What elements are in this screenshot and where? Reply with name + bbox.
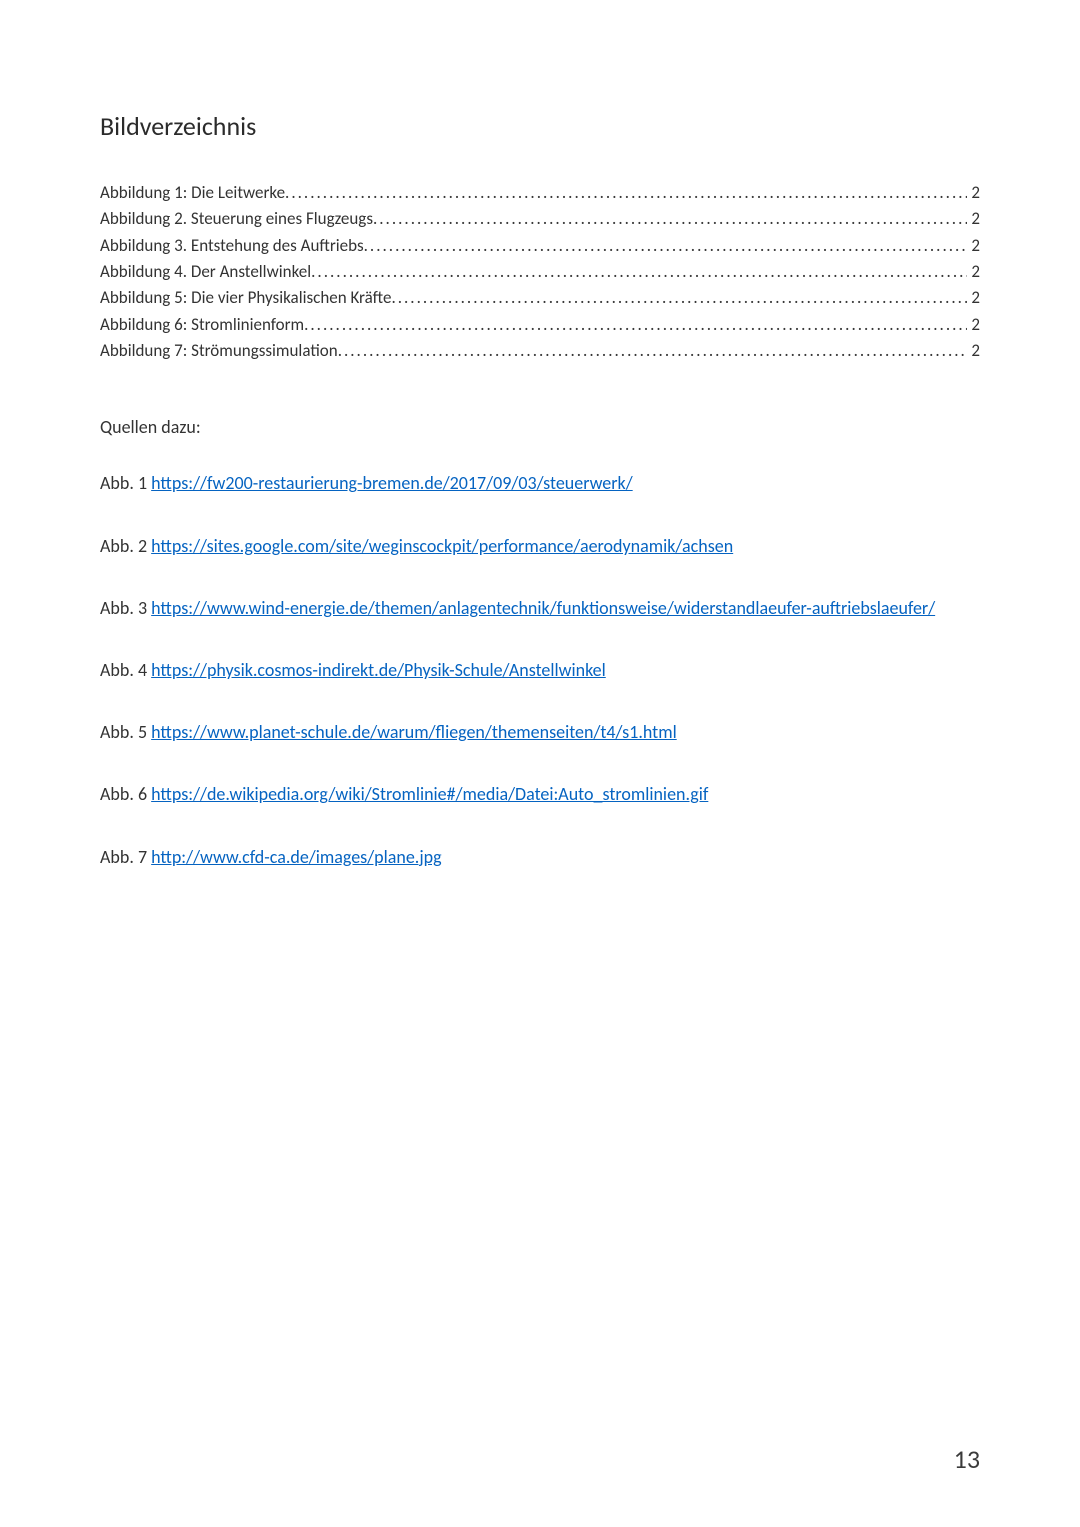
toc-label: Abbildung 1: Die Leitwerke [100,180,285,206]
toc-row: Abbildung 4. Der Anstellwinkel 2 [100,259,980,285]
source-item: Abb. 1 https://fw200-restaurierung-breme… [100,466,980,500]
toc-row: Abbildung 5: Die vier Physikalischen Krä… [100,285,980,311]
toc-leader [285,180,967,206]
toc-label: Abbildung 7: Strömungssimulation [100,338,338,364]
toc-leader [391,285,967,311]
toc-row: Abbildung 1: Die Leitwerke 2 [100,180,980,206]
source-prefix: Abb. 5 [100,721,151,743]
toc-leader [304,312,967,338]
toc-row: Abbildung 3. Entstehung des Auftriebs 2 [100,233,980,259]
toc-page: 2 [967,259,980,285]
toc-page: 2 [967,233,980,259]
sources-heading: Quellen dazu: [100,416,980,438]
toc-row: Abbildung 2. Steuerung eines Flugzeugs 2 [100,206,980,232]
page-number: 13 [954,1443,980,1475]
source-prefix: Abb. 4 [100,659,151,681]
toc-leader [364,233,968,259]
source-link[interactable]: https://fw200-restaurierung-bremen.de/20… [151,472,633,494]
source-item: Abb. 4 https://physik.cosmos-indirekt.de… [100,653,980,687]
source-item: Abb. 2 https://sites.google.com/site/weg… [100,529,980,563]
toc-page: 2 [967,206,980,232]
toc-page: 2 [967,338,980,364]
source-link[interactable]: https://de.wikipedia.org/wiki/Stromlinie… [151,783,708,805]
source-link[interactable]: https://sites.google.com/site/weginscock… [151,535,733,557]
toc-page: 2 [967,285,980,311]
source-item: Abb. 7 http://www.cfd-ca.de/images/plane… [100,840,980,874]
source-prefix: Abb. 7 [100,846,151,868]
toc-label: Abbildung 5: Die vier Physikalischen Krä… [100,285,391,311]
source-link[interactable]: https://physik.cosmos-indirekt.de/Physik… [151,659,606,681]
toc-label: Abbildung 6: Stromlinienform [100,312,304,338]
source-prefix: Abb. 3 [100,597,151,619]
source-link[interactable]: https://www.wind-energie.de/themen/anlag… [151,597,935,619]
source-item: Abb. 6 https://de.wikipedia.org/wiki/Str… [100,777,980,811]
toc-page: 2 [967,180,980,206]
toc-row: Abbildung 6: Stromlinienform 2 [100,312,980,338]
toc-label: Abbildung 3. Entstehung des Auftriebs [100,233,364,259]
toc-leader [311,259,967,285]
source-link[interactable]: https://www.planet-schule.de/warum/flieg… [151,721,677,743]
source-prefix: Abb. 1 [100,472,151,494]
page-title: Bildverzeichnis [100,110,980,142]
toc-leader [373,206,967,232]
toc-label: Abbildung 2. Steuerung eines Flugzeugs [100,206,373,232]
toc-label: Abbildung 4. Der Anstellwinkel [100,259,311,285]
source-prefix: Abb. 2 [100,535,151,557]
source-link[interactable]: http://www.cfd-ca.de/images/plane.jpg [151,846,441,868]
table-of-figures: Abbildung 1: Die Leitwerke 2 Abbildung 2… [100,180,980,364]
source-item: Abb. 5 https://www.planet-schule.de/waru… [100,715,980,749]
toc-page: 2 [967,312,980,338]
source-item: Abb. 3 https://www.wind-energie.de/theme… [100,591,980,625]
toc-leader [338,338,968,364]
toc-row: Abbildung 7: Strömungssimulation 2 [100,338,980,364]
source-prefix: Abb. 6 [100,783,151,805]
